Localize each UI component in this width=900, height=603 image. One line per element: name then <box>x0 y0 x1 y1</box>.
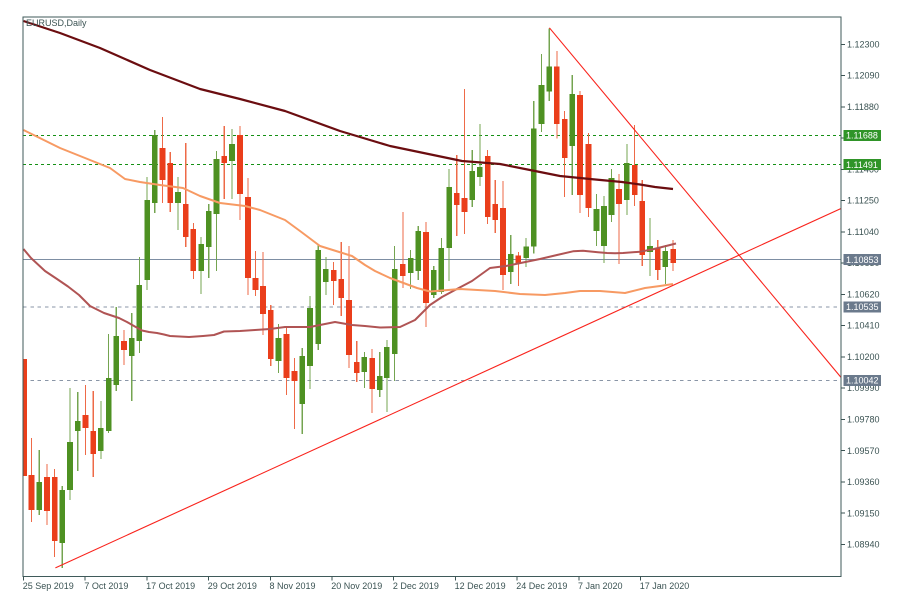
svg-text:20 Nov 2019: 20 Nov 2019 <box>331 581 382 591</box>
svg-text:EURUSD,Daily: EURUSD,Daily <box>26 18 87 28</box>
svg-text:1.10042: 1.10042 <box>846 376 879 386</box>
svg-text:1.10620: 1.10620 <box>847 290 880 300</box>
svg-text:1.11040: 1.11040 <box>847 227 879 237</box>
svg-text:7 Oct 2019: 7 Oct 2019 <box>84 581 128 591</box>
svg-text:7 Jan 2020: 7 Jan 2020 <box>578 581 623 591</box>
svg-text:1.10200: 1.10200 <box>847 352 880 362</box>
svg-text:1.11880: 1.11880 <box>847 102 879 112</box>
svg-text:1.11491: 1.11491 <box>846 160 878 170</box>
svg-text:1.11688: 1.11688 <box>846 131 878 141</box>
svg-text:2 Dec 2019: 2 Dec 2019 <box>393 581 439 591</box>
svg-text:17 Jan 2020: 17 Jan 2020 <box>640 581 690 591</box>
svg-text:24 Dec 2019: 24 Dec 2019 <box>516 581 567 591</box>
svg-text:1.10535: 1.10535 <box>846 302 879 312</box>
svg-text:1.09360: 1.09360 <box>847 477 880 487</box>
svg-text:1.09780: 1.09780 <box>847 415 880 425</box>
svg-text:17 Oct 2019: 17 Oct 2019 <box>146 581 195 591</box>
svg-text:1.08940: 1.08940 <box>847 540 880 550</box>
svg-text:1.11250: 1.11250 <box>847 196 879 206</box>
svg-text:1.12300: 1.12300 <box>847 40 880 50</box>
svg-text:1.09990: 1.09990 <box>847 383 880 393</box>
svg-text:29 Oct 2019: 29 Oct 2019 <box>208 581 257 591</box>
svg-text:1.09150: 1.09150 <box>847 508 880 518</box>
svg-text:1.12090: 1.12090 <box>847 71 880 81</box>
svg-text:8 Nov 2019: 8 Nov 2019 <box>270 581 316 591</box>
svg-text:1.09570: 1.09570 <box>847 446 880 456</box>
svg-text:12 Dec 2019: 12 Dec 2019 <box>455 581 506 591</box>
svg-text:25 Sep 2019: 25 Sep 2019 <box>23 581 74 591</box>
svg-text:1.10853: 1.10853 <box>846 255 879 265</box>
svg-text:1.10410: 1.10410 <box>847 321 880 331</box>
